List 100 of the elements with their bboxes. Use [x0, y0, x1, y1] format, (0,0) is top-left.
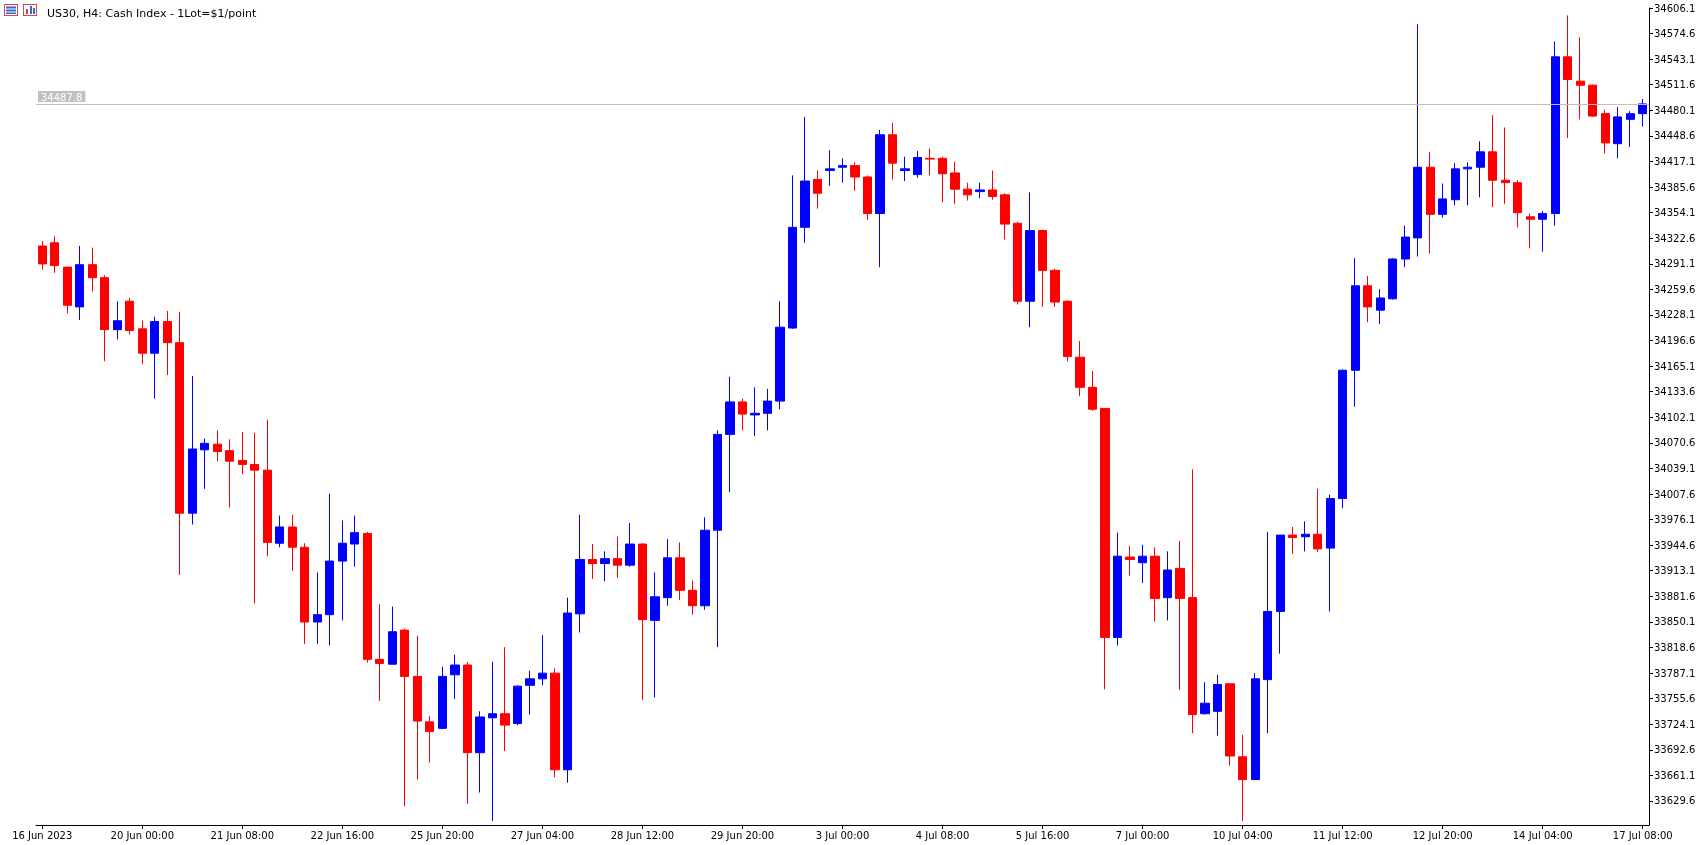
candlestick: [1000, 192, 1010, 241]
candlestick: [313, 571, 322, 645]
y-tick-label: 34543.1: [1654, 53, 1696, 65]
candlestick: [775, 300, 785, 410]
candlestick: [1013, 221, 1022, 305]
candlestick: [1426, 151, 1435, 254]
candlestick: [88, 247, 97, 292]
candlestick: [813, 169, 822, 210]
candlestick: [388, 606, 397, 665]
candlestick: [200, 437, 209, 490]
candlestick: [38, 240, 47, 271]
candlestick: [613, 536, 622, 579]
candlestick: [788, 174, 797, 330]
y-tick-label: 34322.6: [1654, 232, 1696, 244]
candlestick: [1188, 468, 1197, 734]
candlestick: [475, 710, 485, 794]
candlestick: [600, 550, 610, 582]
candlestick: [163, 310, 172, 376]
x-tick-label: 21 Jun 08:00: [210, 829, 275, 841]
candlestick: [1638, 98, 1647, 128]
y-tick-label: 34480.1: [1654, 104, 1696, 116]
candlestick: [250, 432, 259, 604]
candlestick: [350, 515, 359, 568]
candlestick: [1613, 106, 1622, 159]
y-tick-label: 34385.6: [1654, 181, 1696, 193]
candlestick: [150, 316, 159, 400]
candlestick: [188, 375, 197, 526]
candlestick: [950, 161, 960, 205]
candlestick: [888, 122, 897, 180]
x-tick-label: 12 Jul 20:00: [1412, 829, 1473, 841]
candlestick: [1351, 257, 1360, 408]
candlestick: [1363, 275, 1372, 323]
y-tick-label: 34133.6: [1654, 386, 1696, 398]
candlestick: [675, 541, 685, 601]
y-tick-label: 33944.6: [1654, 539, 1696, 551]
candlestick: [1125, 545, 1135, 577]
candlestick: [763, 388, 772, 431]
y-tick-label: 34448.6: [1654, 130, 1696, 142]
ref-line-label: 34487.8: [41, 91, 83, 103]
candlestick: [75, 245, 84, 321]
candlestick: [1263, 531, 1272, 734]
y-tick-label: 34196.6: [1654, 335, 1696, 347]
candlestick: [700, 516, 710, 611]
y-tick-label: 33661.1: [1654, 769, 1696, 781]
candlestick: [238, 431, 247, 475]
y-tick-label: 34417.1: [1654, 155, 1696, 167]
candlestick: [1288, 526, 1297, 555]
x-tick-label: 25 Jun 20:00: [410, 829, 475, 841]
x-tick-label: 14 Jul 04:00: [1512, 829, 1573, 841]
candlestick: [463, 661, 472, 805]
candlestick: [488, 661, 497, 822]
candlestick: [100, 274, 109, 362]
chart-title: US30, H4: Cash Index - 1Lot=$1/point: [47, 7, 257, 20]
candlestick: [663, 538, 672, 607]
x-tick-label: 7 Jul 00:00: [1115, 829, 1170, 841]
candlestick: [325, 493, 334, 647]
y-tick-label: 33850.1: [1654, 616, 1696, 628]
candlestick: [1601, 109, 1610, 154]
candlestick: [1175, 540, 1185, 691]
candlestick: [300, 542, 309, 645]
y-tick-label: 34291.1: [1654, 258, 1696, 270]
candlestick: [225, 438, 234, 508]
y-tick-label: 34007.6: [1654, 488, 1696, 500]
candlestick: [1113, 532, 1122, 647]
candlestick: [1200, 681, 1210, 716]
candlestick: [975, 182, 985, 199]
candlestick: [1451, 162, 1460, 206]
candlestick: [738, 398, 747, 431]
candlestick: [1075, 340, 1085, 397]
candlestick: [575, 514, 585, 634]
candlestick: [1463, 161, 1472, 206]
y-tick-label: 33629.6: [1654, 795, 1696, 807]
candlestick: [875, 129, 885, 268]
candlestick: [288, 514, 297, 572]
x-tick-label: 11 Jul 12:00: [1312, 829, 1373, 841]
candlestick: [925, 148, 935, 176]
y-tick-label: 33787.1: [1654, 667, 1696, 679]
candlestick: [1563, 14, 1572, 139]
candlestick: [175, 311, 184, 576]
x-tick-label: 27 Jun 04:00: [510, 829, 575, 841]
y-tick-label: 34511.6: [1654, 79, 1696, 91]
candlestick: [688, 580, 697, 616]
candlestick: [1626, 110, 1635, 148]
candlestick: [125, 297, 134, 336]
candlestick: [1063, 299, 1072, 362]
candlestick: [1326, 494, 1335, 612]
y-tick-label: 34259.6: [1654, 283, 1696, 295]
y-tick-label: 33913.1: [1654, 565, 1696, 577]
candlestick: [838, 157, 847, 184]
x-tick-label: 3 Jul 00:00: [815, 829, 870, 841]
candlestick: [550, 667, 560, 778]
x-tick-label: 16 Jun 2023: [12, 829, 73, 841]
y-tick-label: 34102.1: [1654, 411, 1696, 423]
candlestick: [1138, 544, 1147, 584]
candlestick: [1038, 229, 1047, 308]
candlestick: [650, 571, 660, 699]
candlestick: [713, 429, 722, 648]
candlestick: [1588, 83, 1597, 118]
x-tick-label: 4 Jul 08:00: [915, 829, 970, 841]
candlestick: [400, 627, 409, 807]
